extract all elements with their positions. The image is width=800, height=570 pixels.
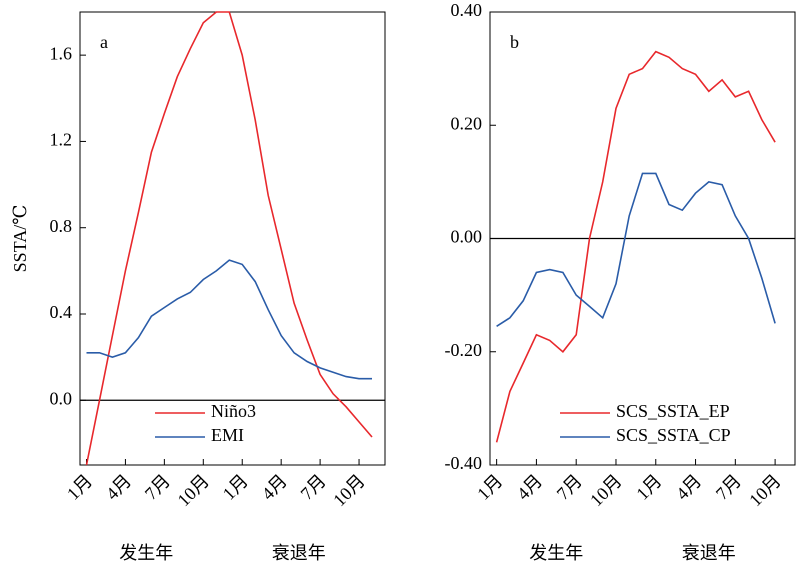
x-tick-label: 4月 — [258, 471, 291, 504]
y-tick-label: 0.0 — [50, 388, 73, 408]
y-tick-label: 0.8 — [50, 216, 73, 236]
x-tick-label: 10月 — [173, 471, 213, 511]
data-line — [495, 50, 776, 443]
y-axis-label: SSTA/℃ — [10, 205, 30, 273]
legend-label: EMI — [211, 425, 244, 445]
y-tick-label: 1.6 — [50, 43, 73, 63]
legend-label: SCS_SSTA_EP — [616, 401, 730, 421]
legend-label: SCS_SSTA_CP — [616, 425, 731, 445]
x-tick-label: 1月 — [219, 471, 252, 504]
x-tick-label: 4月 — [102, 471, 135, 504]
panel: 0.00.40.81.21.61月 4月 7月 10月 1月 4月 7月 10月aSSTA/℃… — [10, 11, 386, 563]
data-line — [85, 11, 373, 466]
y-tick-label: 0.4 — [50, 302, 73, 322]
y-tick-label: 0.00 — [451, 227, 483, 247]
x-group-label: 衰退年 — [272, 543, 326, 563]
x-tick-label: 7月 — [297, 471, 330, 504]
x-tick-label: 1月 — [473, 471, 506, 504]
x-tick-label: 7月 — [712, 471, 745, 504]
legend-label: Niño3 — [211, 401, 256, 421]
x-tick-label: 10月 — [745, 471, 785, 511]
x-group-label: 发生年 — [119, 543, 173, 563]
y-tick-label: 0.40 — [451, 0, 483, 20]
panel-label: b — [510, 32, 519, 52]
x-tick-label: 1月 — [632, 471, 665, 504]
plot-frame — [79, 11, 386, 466]
x-group-label: 发生年 — [529, 543, 583, 563]
x-tick-label: 4月 — [513, 471, 546, 504]
x-tick-label: 10月 — [586, 471, 626, 511]
panel-label: a — [100, 32, 108, 52]
data-line — [496, 172, 776, 327]
y-tick-label: -0.20 — [445, 340, 483, 360]
y-tick-label: 1.2 — [50, 130, 73, 150]
x-group-label: 衰退年 — [682, 543, 736, 563]
y-tick-label: 0.20 — [451, 113, 483, 133]
x-tick-label: 1月 — [63, 471, 96, 504]
x-tick-label: 7月 — [553, 471, 586, 504]
x-tick-label: 10月 — [329, 471, 369, 511]
x-tick-label: 4月 — [672, 471, 705, 504]
y-tick-label: -0.40 — [445, 453, 483, 473]
x-tick-label: 7月 — [141, 471, 174, 504]
data-line — [86, 259, 372, 380]
